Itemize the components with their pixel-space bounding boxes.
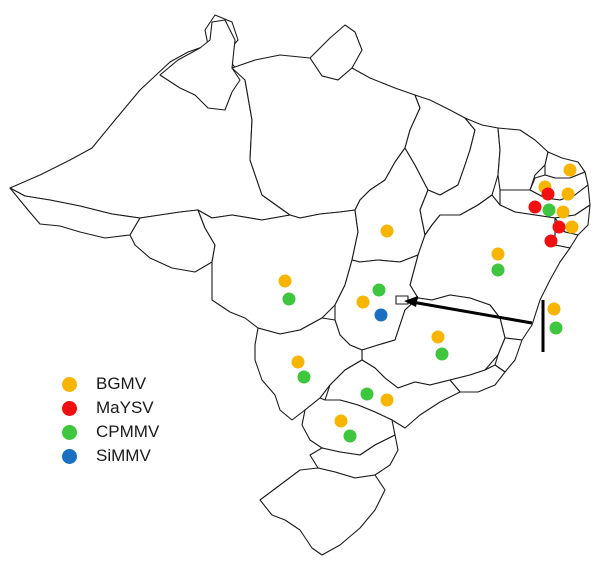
- marker-cpmmv: [372, 283, 386, 297]
- marker-cpmmv: [542, 203, 556, 217]
- state-rio-grande-do-sul: [259, 467, 386, 556]
- legend-label-maysv: MaYSV: [96, 398, 154, 417]
- state-amazonas: [9, 14, 291, 221]
- marker-cpmmv: [297, 370, 311, 384]
- marker-cpmmv: [549, 321, 563, 335]
- legend-label-simmv: SiMMV: [96, 446, 151, 465]
- marker-maysv: [541, 187, 555, 201]
- marker-bgmv: [380, 393, 394, 407]
- marker-bgmv: [291, 355, 305, 369]
- state-ceara: [497, 127, 549, 191]
- marker-bgmv: [565, 220, 579, 234]
- marker-maysv: [552, 220, 566, 234]
- inset-pointer: [404, 296, 545, 352]
- legend-label-cpmmv: CPMMV: [96, 422, 160, 441]
- marker-bgmv: [334, 414, 348, 428]
- marker-maysv: [528, 200, 542, 214]
- legend-dot-bgmv: [62, 377, 77, 392]
- legend-dot-maysv: [62, 401, 77, 416]
- marker-maysv: [544, 234, 558, 248]
- marker-bgmv: [561, 187, 575, 201]
- marker-simmv: [374, 308, 388, 322]
- marker-bgmv: [547, 302, 561, 316]
- marker-bgmv: [278, 274, 292, 288]
- pointer-arrowhead: [404, 296, 418, 307]
- state-mato-grosso: [197, 209, 359, 335]
- marker-cpmmv: [282, 292, 296, 306]
- legend-dot-cpmmv: [62, 425, 77, 440]
- marker-cpmmv: [435, 347, 449, 361]
- state-distrito-federal: [395, 295, 409, 305]
- marker-bgmv: [563, 163, 577, 177]
- marker-bgmv: [431, 330, 445, 344]
- pointer-arrow-line: [411, 300, 533, 325]
- marker-bgmv: [491, 247, 505, 261]
- marker-cpmmv: [343, 429, 357, 443]
- occurrence-markers: [278, 163, 579, 443]
- marker-cpmmv: [360, 387, 374, 401]
- marker-bgmv: [356, 295, 370, 309]
- marker-cpmmv: [491, 263, 505, 277]
- legend-label-bgmv: BGMV: [96, 374, 147, 393]
- state-rio-de-janeiro: [449, 364, 506, 393]
- legend-dot-simmv: [62, 449, 77, 464]
- marker-bgmv: [556, 205, 570, 219]
- state-boundaries: [9, 14, 591, 556]
- marker-bgmv: [380, 224, 394, 238]
